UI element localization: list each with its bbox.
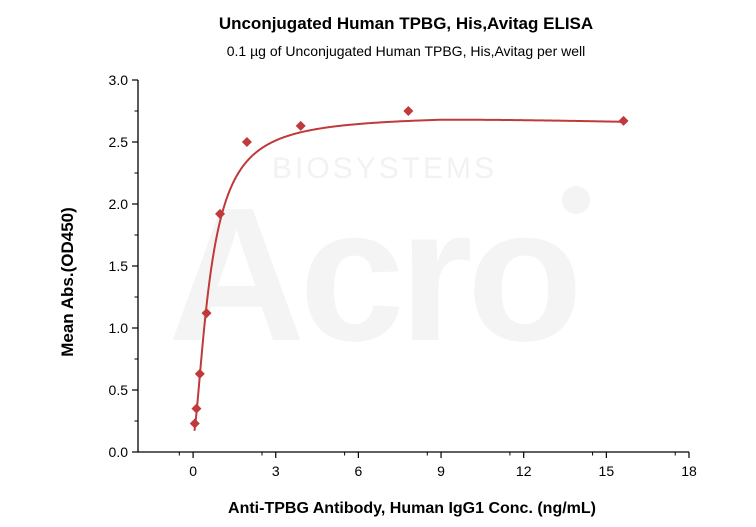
x-axis-label: Anti-TPBG Antibody, Human IgG1 Conc. (ng… [228,500,596,517]
x-tick-label: 3 [272,463,280,479]
data-point [201,308,212,319]
x-tick-label: 0 [189,463,197,479]
watermark-logo: Acro [168,169,577,381]
y-axis-label: Mean Abs.(OD450) [58,207,77,357]
y-tick-label: 0.5 [109,382,129,398]
data-point [189,418,200,429]
data-point [191,403,202,414]
y-tick-label: 1.0 [109,320,129,336]
data-point [403,106,414,116]
x-tick-label: 9 [437,463,445,479]
data-point [194,368,205,379]
fit-curve-group [193,118,626,431]
y-axis-ticks: 0.0 0.5 1.0 1.5 2.0 2.5 3.0 [109,72,138,460]
data-point [295,120,306,131]
watermark-text: BIOSYSTEMS [272,152,497,185]
y-tick-label: 0.0 [109,444,129,460]
y-tick-label: 2.0 [109,196,129,212]
y-tick-label: 2.5 [109,134,129,150]
watermark: Acro BIOSYSTEMS [168,152,590,381]
chart-title: Unconjugated Human TPBG, His,Avitag ELIS… [219,14,593,33]
x-tick-label: 12 [516,463,532,479]
x-tick-label: 6 [355,463,363,479]
data-points [189,106,629,429]
fit-curve [193,118,626,431]
chart-subtitle: 0.1 µg of Unconjugated Human TPBG, His,A… [227,43,586,59]
data-point [618,115,629,126]
y-tick-label: 1.5 [109,258,129,274]
data-point [241,137,252,147]
y-tick-label: 3.0 [109,72,129,88]
x-tick-label: 15 [599,463,615,479]
x-tick-label: 18 [681,463,697,479]
x-axis-ticks: 0 3 6 9 12 15 18 [178,452,697,479]
data-point [215,208,226,219]
